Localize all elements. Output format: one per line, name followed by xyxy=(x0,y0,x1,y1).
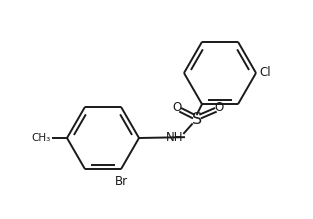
Text: Cl: Cl xyxy=(259,67,271,79)
Text: O: O xyxy=(172,101,182,114)
Text: Br: Br xyxy=(115,175,128,188)
Text: S: S xyxy=(192,112,202,127)
Text: CH₃: CH₃ xyxy=(32,133,51,143)
Text: O: O xyxy=(214,101,223,114)
Text: NH: NH xyxy=(166,131,184,144)
